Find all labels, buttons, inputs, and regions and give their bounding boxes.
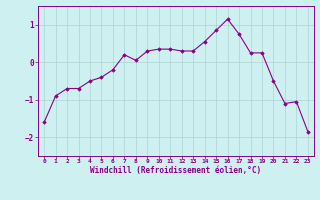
X-axis label: Windchill (Refroidissement éolien,°C): Windchill (Refroidissement éolien,°C) xyxy=(91,166,261,175)
